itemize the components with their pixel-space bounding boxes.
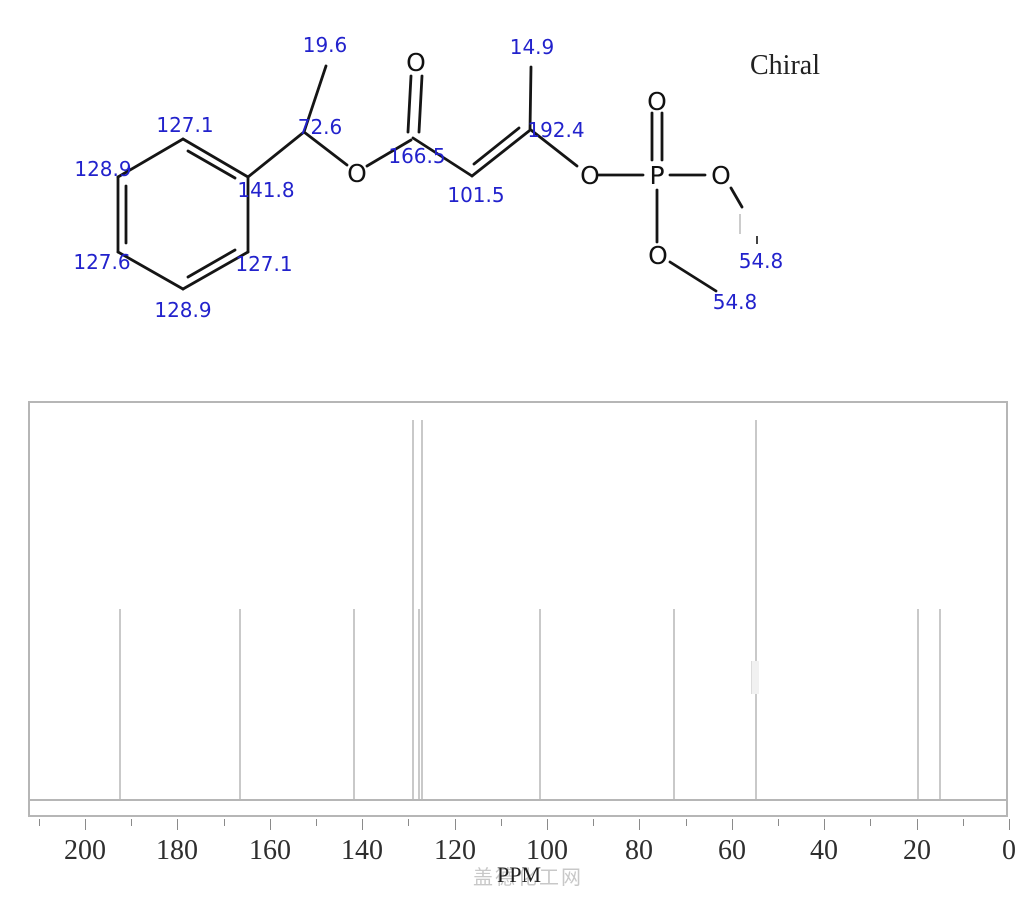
phosphorus-label: P [649, 161, 664, 190]
shift-label-127-6: 127.6 [73, 250, 130, 274]
enol-oxygen-label: O [580, 161, 600, 190]
axis-tick-0 [1009, 819, 1010, 830]
shift-label-72-6: 72.6 [298, 115, 343, 139]
site-watermark: 盖德化工网 [473, 865, 583, 889]
axis-tick-10 [963, 819, 964, 826]
molecule-structure: O O O O P O O 19.6 127.1 128.9 127.6 128… [73, 33, 820, 322]
peak-72.6 [673, 609, 675, 799]
axis-tick-label-80: 80 [625, 835, 653, 866]
axis-tick-label-40: 40 [810, 835, 838, 866]
axis-tick-110 [501, 819, 502, 826]
axis-tick-180 [177, 819, 178, 830]
axis-tick-label-20: 20 [903, 835, 931, 866]
axis-tick-140 [362, 819, 363, 830]
axis-tick-30 [870, 819, 871, 826]
shift-label-141-8: 141.8 [237, 178, 294, 202]
axis-tick-60 [732, 819, 733, 830]
peak-14.9 [939, 609, 941, 799]
shift-label-54-8-upper: 54.8 [739, 249, 784, 273]
axis-tick-20 [917, 819, 918, 830]
axis-tick-label-60: 60 [718, 835, 746, 866]
axis-tick-150 [316, 819, 317, 826]
peak-192.4 [119, 609, 121, 799]
peak-watermark-artifact [751, 661, 759, 694]
axis-tick-label-120: 120 [434, 835, 476, 866]
axis-tick-100 [547, 819, 548, 830]
methoxy-oxygen-right-label: O [711, 161, 731, 190]
chiral-annotation: Chiral [750, 50, 820, 81]
structure-artifact-marks [739, 214, 758, 244]
peak-19.6 [917, 609, 919, 799]
shift-label-192-4: 192.4 [527, 118, 584, 142]
shift-label-14-9: 14.9 [510, 35, 555, 59]
axis-tick-120 [455, 819, 456, 830]
shift-label-54-8-lower: 54.8 [713, 290, 758, 314]
peak-141.8 [353, 609, 355, 799]
axis-tick-210 [39, 819, 40, 826]
shift-label-101-5: 101.5 [447, 183, 504, 207]
axis-tick-label-100: 100 [526, 835, 568, 866]
peak-128.9 [412, 420, 414, 799]
spectrum-plot-frame [28, 401, 1008, 801]
axis-tick-90 [593, 819, 594, 826]
peak-166.5 [239, 609, 241, 799]
peak-101.5 [539, 609, 541, 799]
spectrum-axis-strip [28, 801, 1008, 817]
axis-tick-160 [270, 819, 271, 830]
axis-tick-70 [686, 819, 687, 826]
shift-label-128-9-bottom: 128.9 [154, 298, 211, 322]
x-axis-unit-label: PPM [496, 862, 542, 887]
bond-lines [116, 64, 744, 293]
shift-label-128-9-left: 128.9 [74, 157, 131, 181]
axis-tick-200 [85, 819, 86, 830]
axis-tick-label-160: 160 [249, 835, 291, 866]
axis-tick-170 [224, 819, 225, 826]
methoxy-oxygen-bottom-label: O [648, 241, 668, 270]
peak-127.1 [421, 420, 423, 799]
axis-tick-label-180: 180 [156, 835, 198, 866]
axis-tick-label-0: 0 [1002, 835, 1016, 866]
shift-label-166-5: 166.5 [388, 144, 445, 168]
axis-tick-130 [408, 819, 409, 826]
ester-oxygen-label: O [347, 159, 367, 188]
peak-54.8 [755, 420, 757, 799]
shift-label-127-1-right: 127.1 [235, 252, 292, 276]
shift-label-127-1-top: 127.1 [156, 113, 213, 137]
axis-tick-label-200: 200 [64, 835, 106, 866]
carbonyl-oxygen-label: O [406, 48, 426, 77]
axis-tick-50 [778, 819, 779, 826]
axis-tick-40 [824, 819, 825, 830]
peak-127.6 [418, 609, 420, 799]
phosphoryl-oxygen-label: O [647, 87, 667, 116]
axis-tick-80 [639, 819, 640, 830]
axis-tick-190 [131, 819, 132, 826]
shift-label-19-6: 19.6 [303, 33, 348, 57]
axis-tick-label-140: 140 [341, 835, 383, 866]
